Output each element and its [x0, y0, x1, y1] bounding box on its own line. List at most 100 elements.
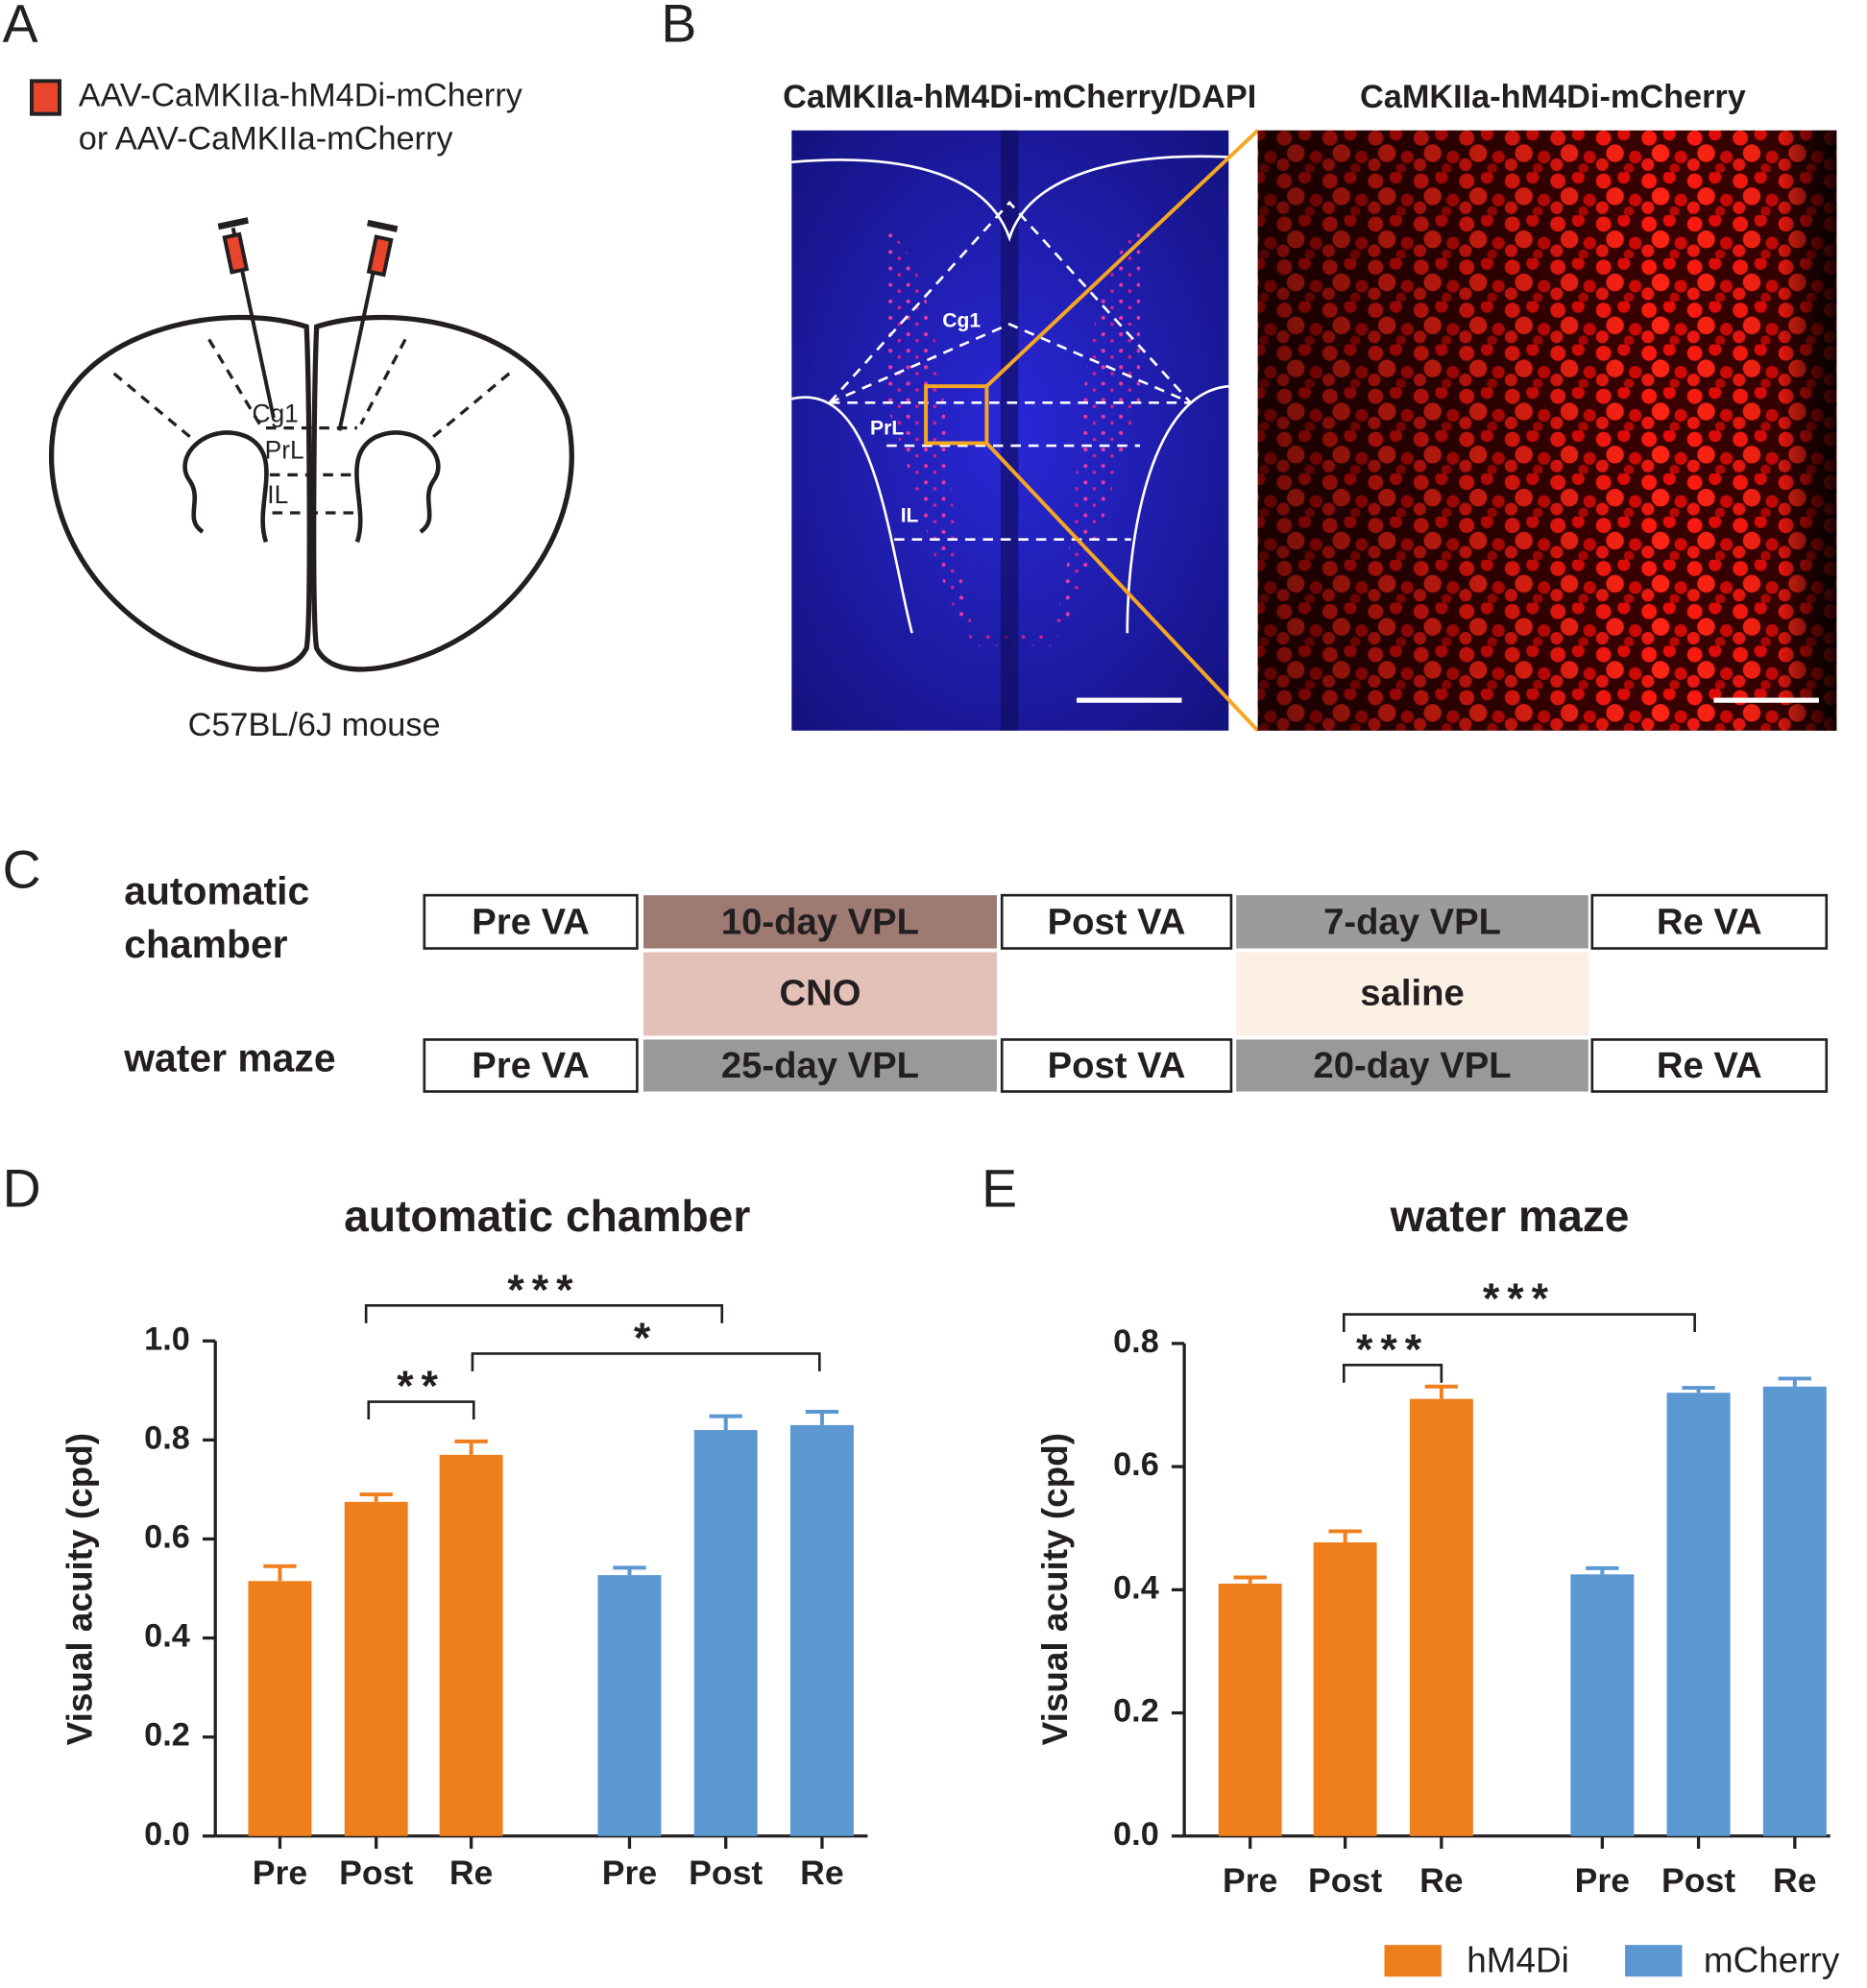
timeline-box	[1000, 893, 1233, 950]
drug-label: saline	[1360, 972, 1464, 1013]
significance-bracket	[367, 1400, 475, 1420]
micrograph-dapi	[790, 130, 1229, 731]
legend-label: hM4Di	[1467, 1940, 1569, 1979]
timeline-box	[1236, 1039, 1588, 1092]
region-label: Cg1	[252, 399, 298, 427]
timeline-label: Re VA	[1657, 902, 1762, 943]
bar	[1666, 1393, 1731, 1836]
legend-swatch	[1384, 1945, 1442, 1977]
timeline-label: 25-day VPL	[721, 1045, 919, 1086]
significance-label: ***	[1356, 1324, 1429, 1373]
syringes	[217, 217, 399, 431]
x-tick-label: Post	[1661, 1861, 1735, 1900]
timeline-label: Post VA	[1048, 1045, 1186, 1086]
x-tick-label: Re	[449, 1854, 494, 1892]
row-label: chamber	[124, 922, 287, 966]
significance-bracket	[364, 1304, 724, 1323]
significance-label: **	[397, 1361, 446, 1410]
zoom-lines	[984, 129, 1260, 733]
bar	[597, 1575, 662, 1836]
timeline-box	[423, 893, 639, 950]
y-tick-label: 0.6	[144, 1519, 190, 1556]
legend-text: or AAV-CaMKIIa-mCherry	[79, 120, 454, 157]
row-label: automatic	[124, 869, 309, 913]
panel-label: C	[3, 839, 41, 899]
caption: C57BL/6J mouse	[188, 707, 441, 743]
timeline-label: 7-day VPL	[1323, 902, 1501, 943]
bar	[1313, 1541, 1377, 1836]
panel-label: D	[3, 1159, 41, 1219]
x-tick-label: Pre	[1223, 1861, 1277, 1900]
significance-label: ***	[1483, 1273, 1556, 1322]
timeline-label: 20-day VPL	[1313, 1045, 1511, 1086]
region-label: IL	[267, 480, 288, 509]
timeline-label: Post VA	[1048, 902, 1186, 943]
significance-label: *	[634, 1313, 658, 1362]
drug-box	[1236, 952, 1588, 1036]
micrograph-mcherry	[1257, 130, 1837, 731]
brain-outline	[49, 314, 574, 672]
timeline-box	[1590, 893, 1829, 950]
y-axis-label: Visual acuity (cpd)	[1035, 1433, 1075, 1745]
significance-bracket	[471, 1352, 821, 1371]
image-title: CaMKIIa-hM4Di-mCherry/DAPI	[783, 79, 1256, 115]
x-tick-label: Pre	[602, 1854, 657, 1892]
legend-swatch	[1625, 1945, 1683, 1977]
y-tick-label: 0.2	[1113, 1693, 1159, 1730]
region-label: IL	[901, 505, 919, 527]
legend-text: AAV-CaMKIIa-hM4Di-mCherry	[79, 78, 523, 114]
y-tick-label: 0.4	[1113, 1569, 1159, 1606]
panel-label: E	[982, 1159, 1017, 1219]
region-label: PrL	[870, 418, 904, 440]
legend-label: mCherry	[1704, 1940, 1840, 1979]
significance-bracket	[1342, 1363, 1443, 1383]
region-lines	[112, 338, 511, 515]
timeline-box	[1590, 1038, 1829, 1093]
charts: automatic chamber Visual acuity (cpd) 0.0 0…	[60, 1191, 1839, 1979]
bar	[248, 1581, 312, 1836]
x-tick-label: Pre	[253, 1854, 307, 1892]
chart-title: water maze	[1390, 1191, 1630, 1241]
timeline-box	[423, 1038, 639, 1093]
timeline-label: Pre VA	[472, 1045, 590, 1086]
bar	[1218, 1583, 1282, 1836]
timeline-label: Re VA	[1657, 1045, 1762, 1086]
y-tick-label: 0.0	[1113, 1816, 1159, 1853]
region-label: Cg1	[942, 309, 981, 331]
timeline-label: Pre VA	[472, 902, 590, 943]
image-title: CaMKIIa-hM4Di-mCherry	[1360, 79, 1746, 115]
x-tick-label: Pre	[1575, 1861, 1630, 1900]
x-tick-label: Post	[689, 1854, 763, 1892]
x-tick-label: Post	[339, 1854, 413, 1892]
timeline-label: 10-day VPL	[721, 902, 919, 943]
timeline-box	[643, 1039, 997, 1092]
panel-label: A	[3, 0, 38, 54]
panel-label: B	[661, 0, 696, 54]
bar	[344, 1501, 408, 1836]
x-tick-label: Re	[800, 1854, 844, 1892]
timeline: automatic chamber Pre VA 10-day VPL Post VA 7…	[123, 869, 1829, 1093]
y-tick-label: 0.2	[144, 1717, 190, 1754]
y-tick-label: 0.4	[144, 1618, 190, 1655]
y-tick-label: 1.0	[144, 1321, 190, 1357]
x-tick-label: Re	[1419, 1861, 1464, 1900]
timeline-box	[1236, 895, 1588, 949]
bar	[789, 1424, 854, 1836]
significance-bracket	[1342, 1313, 1696, 1333]
bar	[1409, 1398, 1473, 1836]
y-tick-label: 0.0	[144, 1816, 190, 1853]
bar	[1570, 1574, 1635, 1836]
drug-box	[643, 952, 997, 1036]
bar	[1762, 1386, 1827, 1836]
timeline-box	[1000, 1038, 1233, 1093]
timeline-box	[643, 895, 997, 949]
bar	[693, 1430, 758, 1836]
y-tick-label: 0.8	[144, 1419, 190, 1456]
row-label: water maze	[123, 1036, 335, 1080]
x-tick-label: Re	[1773, 1861, 1817, 1900]
legend-swatch	[29, 79, 61, 116]
bar	[439, 1454, 503, 1836]
x-tick-label: Post	[1308, 1861, 1382, 1900]
significance-label: ***	[507, 1265, 580, 1314]
